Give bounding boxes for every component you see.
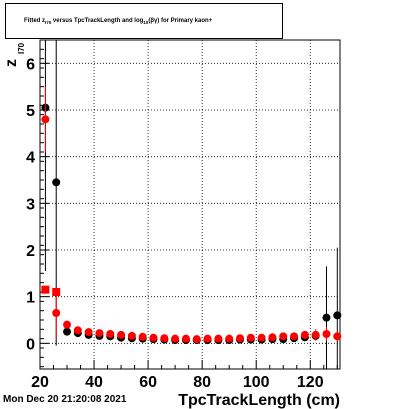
data-point [322,313,331,322]
data-point [322,330,331,338]
data-point [300,330,309,339]
data-point [41,115,50,124]
x-tick-label: 60 [139,374,157,391]
data-point [171,334,180,343]
plot-frame [39,39,341,370]
datestamp: Mon Dec 20 21:20:08 2021 [3,394,127,405]
y-axis-title: z [3,59,20,67]
data-point [311,330,320,339]
data-point [160,334,169,343]
chart-title: Fitted zI70 versus TpcTrackLength and lo… [24,18,213,25]
y-tick-label: 3 [26,196,35,213]
x-tick-label: 100 [243,374,270,391]
data-point [236,334,244,343]
y-tick-label: 4 [26,150,35,167]
tick-layer: 20 40 60 80 100 120 0 1 2 3 4 5 6 [26,48,338,391]
data-point [214,334,223,343]
data-point [138,332,147,341]
data-point [106,330,115,338]
data-point [257,333,266,342]
data-marks-layer [41,40,342,369]
data-point [63,327,72,336]
data-point [73,326,82,335]
y-axis-title-subscript: I70 [17,42,26,54]
y-tick-label: 1 [26,290,35,307]
title-paren: ( [148,18,151,24]
title-suffix: βγ) for Primary kaon+ [150,18,213,24]
data-point-square [41,285,50,294]
data-point [279,332,288,341]
data-point [149,333,158,342]
data-point [290,332,299,341]
data-point [63,320,72,329]
data-point [181,334,190,343]
data-point [84,328,93,337]
x-tick-label: 120 [297,374,324,391]
data-point [95,329,104,338]
data-point [268,333,277,342]
y-tick-label: 6 [26,56,35,73]
chart-title-box: Fitted zI70 versus TpcTrackLength and lo… [5,3,283,39]
data-point [52,178,61,187]
y-tick-label: 0 [26,336,35,353]
data-point-square [52,288,61,296]
grid-layer [40,40,340,369]
data-point [225,334,234,343]
x-tick-label: 80 [193,374,211,391]
title-subscript-2: 10 [143,20,149,25]
data-point [203,334,212,343]
data-point [192,335,201,344]
y-tick-label: 2 [26,243,35,260]
title-mid: versus TpcTrackLength and log [51,18,144,24]
data-point [52,309,61,317]
data-point [117,330,126,339]
title-prefix: Fitted z [24,18,45,24]
data-point [246,333,255,342]
title-subscript: I70 [45,20,52,25]
x-tick-label: 40 [85,374,103,391]
y-tick-label: 5 [26,103,35,120]
data-point [333,311,342,320]
x-axis-title: TpcTrackLength (cm) [178,392,340,409]
x-tick-label: 20 [31,374,49,391]
data-point [127,331,136,340]
data-point [333,332,342,341]
